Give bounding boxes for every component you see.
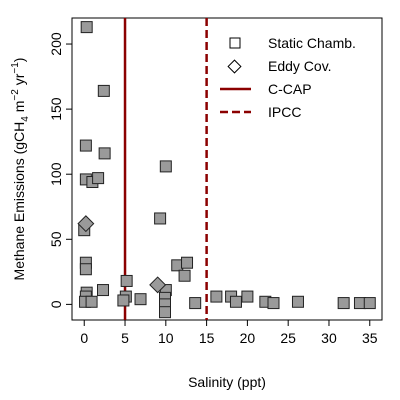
x-axis-label: Salinity (ppt) bbox=[188, 374, 266, 390]
static-chamber-point bbox=[189, 297, 202, 310]
static-chamber-point bbox=[117, 294, 130, 307]
y-tick-label: 200 bbox=[48, 32, 64, 56]
eddy-covariance-point bbox=[77, 215, 95, 233]
legend-label-static: Static Chamb. bbox=[268, 35, 356, 51]
legend-label-eddy: Eddy Cov. bbox=[268, 58, 332, 74]
static-chamber-point bbox=[154, 212, 167, 225]
y-tick-label: 50 bbox=[48, 231, 64, 247]
eddy-covariance-point bbox=[149, 276, 167, 294]
static-chamber-point bbox=[291, 295, 304, 308]
static-chamber-point bbox=[210, 290, 223, 303]
static-chamber-point bbox=[178, 269, 191, 282]
static-chamber-point bbox=[229, 295, 242, 308]
y-axis: 0 50 100 150 200 bbox=[48, 32, 72, 308]
static-chamber-point bbox=[159, 306, 171, 319]
static-chamber-point bbox=[79, 139, 92, 152]
data-points bbox=[77, 21, 376, 319]
static-chamber-point bbox=[98, 147, 111, 160]
static-chamber-point bbox=[97, 84, 110, 97]
static-chamber-point bbox=[267, 297, 280, 310]
static-chamber-point bbox=[363, 297, 376, 310]
static-chamber-point bbox=[159, 160, 172, 173]
static-chamber-point bbox=[120, 274, 133, 287]
x-tick-label: 5 bbox=[121, 330, 129, 346]
static-chamber-point bbox=[97, 284, 109, 297]
y-tick-label: 100 bbox=[48, 162, 64, 186]
legend-label-ccap: C-CAP bbox=[268, 81, 312, 97]
static-chamber-point bbox=[92, 172, 105, 185]
x-tick-label: 10 bbox=[158, 330, 174, 346]
x-tick-label: 25 bbox=[280, 330, 296, 346]
static-chamber-point bbox=[241, 290, 254, 303]
x-axis: 0 5 10 15 20 25 30 35 bbox=[80, 320, 378, 346]
y-tick-label: 0 bbox=[48, 300, 64, 308]
y-axis-label: Methane Emissions (gCH4 m−2 yr−1) bbox=[10, 58, 31, 281]
legend-label-ipcc: IPCC bbox=[268, 104, 301, 120]
plot-frame bbox=[71, 17, 383, 321]
x-tick-label: 20 bbox=[240, 330, 256, 346]
static-chamber-point bbox=[85, 295, 98, 308]
y-tick-label: 150 bbox=[48, 97, 64, 121]
legend-diamond-icon bbox=[227, 59, 242, 74]
x-tick-label: 15 bbox=[199, 330, 215, 346]
reference-lines bbox=[123, 18, 208, 320]
legend: Static Chamb. Eddy Cov. C-CAP IPCC bbox=[220, 35, 356, 120]
static-chamber-point bbox=[337, 297, 350, 310]
x-tick-label: 35 bbox=[362, 330, 378, 346]
static-chamber-point bbox=[79, 263, 92, 276]
static-chamber-point bbox=[134, 293, 147, 306]
static-chamber-point bbox=[80, 21, 93, 34]
x-tick-label: 0 bbox=[80, 330, 88, 346]
static-chamber-point bbox=[181, 256, 194, 269]
x-tick-label: 30 bbox=[321, 330, 337, 346]
legend-square-icon bbox=[229, 37, 241, 49]
